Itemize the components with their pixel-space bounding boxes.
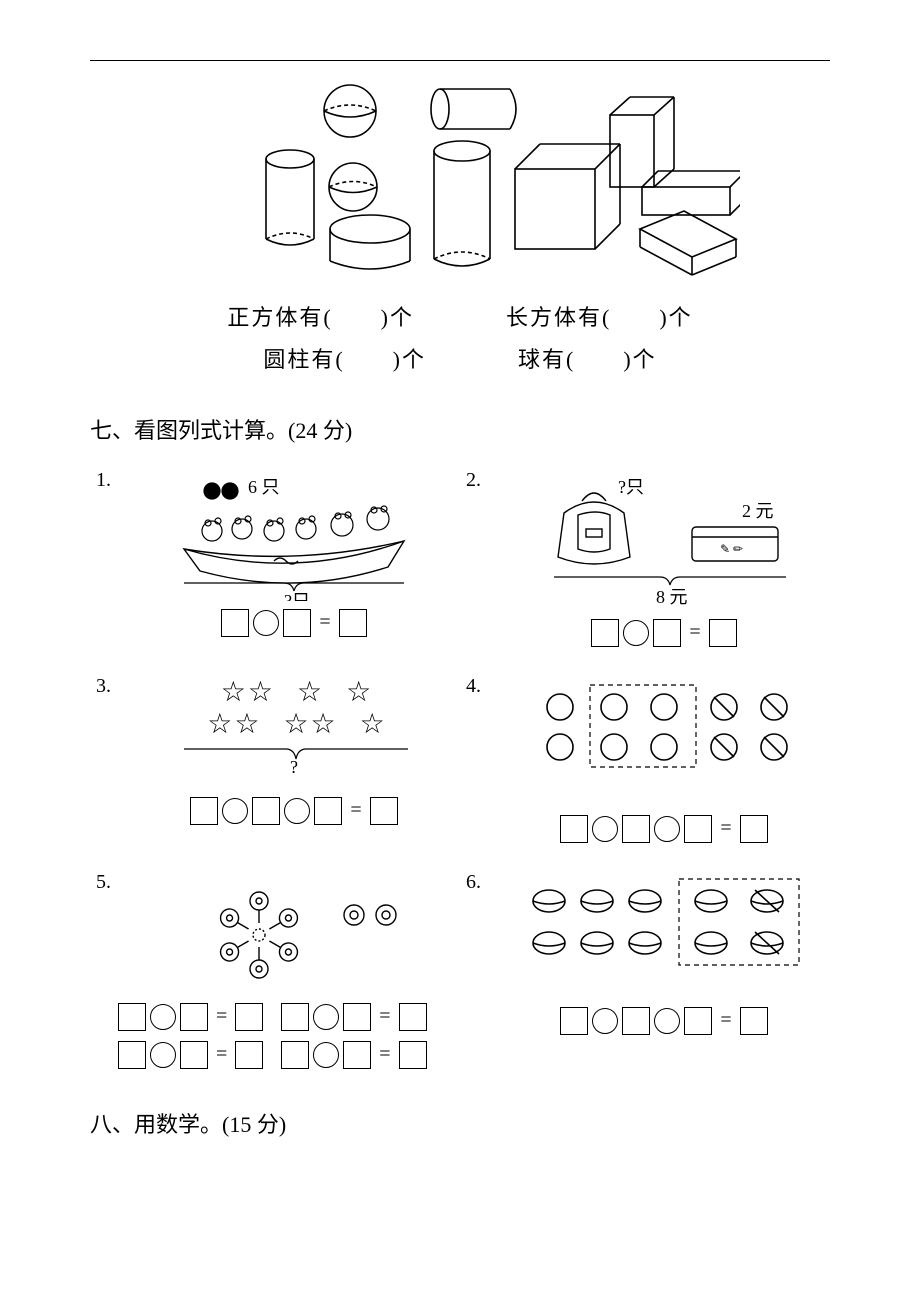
- p4-equation: =: [502, 815, 826, 843]
- p1-count-label: 6 只: [248, 477, 280, 497]
- p2-q-label: ?只: [618, 477, 644, 497]
- cuboid-count-label: 长方体有( )个: [506, 297, 693, 339]
- section-8-heading: 八、用数学。(15 分): [90, 1107, 830, 1139]
- svg-text:✎ ✏: ✎ ✏: [720, 542, 743, 556]
- problem-number: 3.: [96, 675, 111, 698]
- equals-sign: =: [375, 1005, 394, 1028]
- eq-box[interactable]: [591, 619, 619, 647]
- eq-op-circle[interactable]: [592, 1008, 618, 1034]
- page-rule: [90, 60, 830, 61]
- eq-op-circle[interactable]: [654, 816, 680, 842]
- problem-5: 5.: [90, 867, 460, 1093]
- eq-box[interactable]: [709, 619, 737, 647]
- eq-box[interactable]: [343, 1003, 371, 1031]
- section-7-heading: 七、看图列式计算。(24 分): [90, 413, 830, 445]
- eq-box[interactable]: [281, 1041, 309, 1069]
- cylinder-count-label: 圆柱有( )个: [263, 339, 426, 381]
- problem-2: 2. ✎ ✏ ?只 2 元 8 元: [460, 465, 830, 671]
- eq-box[interactable]: [118, 1003, 146, 1031]
- eq-box[interactable]: [343, 1041, 371, 1069]
- problem-number: 4.: [466, 675, 481, 698]
- eq-box[interactable]: [740, 1007, 768, 1035]
- eq-box[interactable]: [190, 797, 218, 825]
- equals-sign: =: [315, 611, 334, 634]
- eq-op-circle[interactable]: [592, 816, 618, 842]
- equals-sign: =: [346, 799, 365, 822]
- problem-number: 5.: [96, 871, 111, 894]
- eq-box[interactable]: [118, 1041, 146, 1069]
- p1-equation: =: [132, 609, 456, 637]
- eq-op-circle[interactable]: [284, 798, 310, 824]
- equals-sign: =: [716, 1009, 735, 1032]
- eq-box[interactable]: [180, 1003, 208, 1031]
- eq-box[interactable]: [252, 797, 280, 825]
- eq-op-circle[interactable]: [222, 798, 248, 824]
- problem-4: 4.: [460, 671, 830, 867]
- cube-count-label: 正方体有( )个: [227, 297, 414, 339]
- eq-box[interactable]: [399, 1041, 427, 1069]
- problem-number: 6.: [466, 871, 481, 894]
- eq-op-circle[interactable]: [253, 610, 279, 636]
- eq-op-circle[interactable]: [150, 1042, 176, 1068]
- p6-equation: =: [502, 1007, 826, 1035]
- problem-1: 1.: [90, 465, 460, 671]
- eq-op-circle[interactable]: [313, 1042, 339, 1068]
- eq-box[interactable]: [740, 815, 768, 843]
- eq-box[interactable]: [281, 1003, 309, 1031]
- eq-box[interactable]: [399, 1003, 427, 1031]
- equals-sign: =: [212, 1005, 231, 1028]
- eq-op-circle[interactable]: [150, 1004, 176, 1030]
- equals-sign: =: [685, 621, 704, 644]
- sphere-count-label: 球有( )个: [518, 339, 657, 381]
- boat-figure: 6 只 ?只: [164, 471, 424, 601]
- p1-q-label: ?只: [284, 591, 310, 601]
- eq-box[interactable]: [622, 815, 650, 843]
- eq-box[interactable]: [653, 619, 681, 647]
- eq-box[interactable]: [180, 1041, 208, 1069]
- eq-op-circle[interactable]: [654, 1008, 680, 1034]
- eq-box[interactable]: [314, 797, 342, 825]
- eq-box[interactable]: [283, 609, 311, 637]
- p5-equations: = = =: [132, 1003, 456, 1069]
- circles-figure: [524, 677, 804, 777]
- eq-op-circle[interactable]: [313, 1004, 339, 1030]
- stars-figure: ☆☆ ☆ ☆ ☆☆ ☆☆ ☆: [138, 677, 456, 741]
- brace-icon: ?: [174, 741, 414, 775]
- section-7-problems: 1.: [90, 465, 830, 1093]
- p2-equation: =: [502, 619, 826, 647]
- eq-box[interactable]: [560, 1007, 588, 1035]
- eq-box[interactable]: [221, 609, 249, 637]
- problem-number: 2.: [466, 469, 481, 492]
- eq-box[interactable]: [622, 1007, 650, 1035]
- equals-sign: =: [212, 1043, 231, 1066]
- eq-box[interactable]: [560, 815, 588, 843]
- eq-box[interactable]: [339, 609, 367, 637]
- eq-box[interactable]: [235, 1041, 263, 1069]
- equals-sign: =: [375, 1043, 394, 1066]
- problem-3: 3. ☆☆ ☆ ☆ ☆☆ ☆☆ ☆ ?: [90, 671, 460, 867]
- shapes-figure: [180, 79, 740, 279]
- problem-6: 6.: [460, 867, 830, 1093]
- problem-number: 1.: [96, 469, 111, 492]
- eq-box[interactable]: [235, 1003, 263, 1031]
- svg-text:?: ?: [290, 757, 298, 775]
- eq-box[interactable]: [684, 815, 712, 843]
- shape-count-labels: 正方体有( )个 长方体有( )个 圆柱有( )个 球有( )个: [90, 297, 830, 381]
- eq-op-circle[interactable]: [623, 620, 649, 646]
- p2-price-label: 2 元: [742, 501, 774, 521]
- eq-box[interactable]: [684, 1007, 712, 1035]
- p2-total-label: 8 元: [656, 587, 688, 607]
- ellipse-figure: [519, 873, 809, 973]
- eq-box[interactable]: [370, 797, 398, 825]
- flowers-figure: [164, 873, 424, 993]
- bag-pencilcase-figure: ✎ ✏ ?只 2 元 8 元: [524, 471, 804, 611]
- p3-equation: =: [132, 797, 456, 825]
- equals-sign: =: [716, 817, 735, 840]
